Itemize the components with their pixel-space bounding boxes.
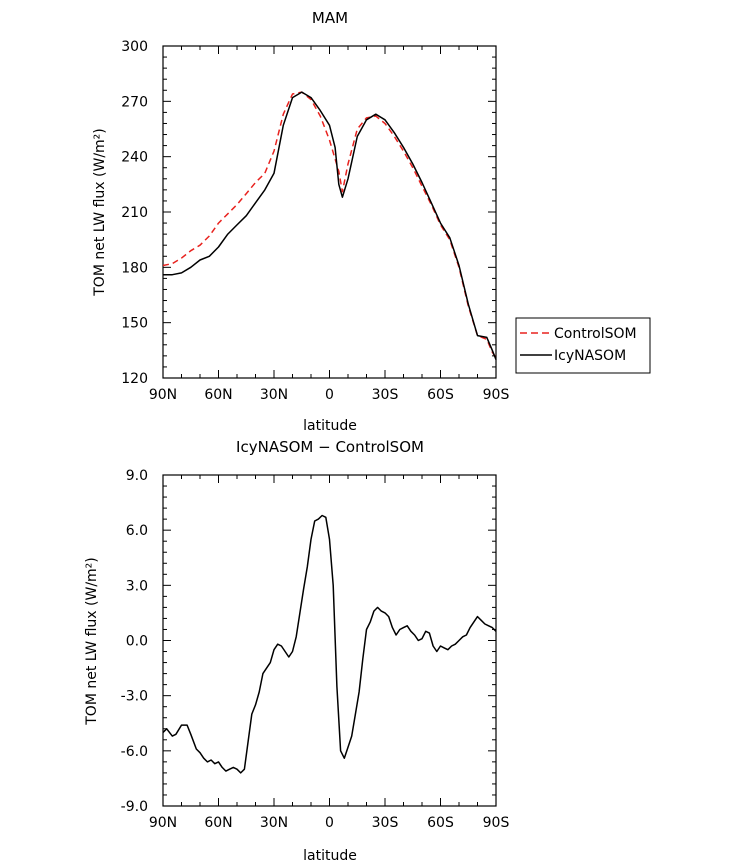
x-tick-label: 0: [325, 815, 334, 831]
chart-title: IcyNASOM − ControlSOM: [236, 438, 424, 456]
plot-area: 90N 60N 30N 0 30S 60S 90S 120 150 180 210 240 270 300: [121, 39, 509, 403]
y-axis-label: TOM net LW flux (W/m²): [84, 557, 100, 726]
y-tick-label: 120: [121, 371, 148, 387]
x-tick-label: 30S: [372, 815, 399, 831]
x-axis-label: latitude: [303, 418, 357, 434]
x-tick-label: 60S: [427, 815, 454, 831]
y-tick-label: 3.0: [126, 578, 148, 594]
legend-label-icynasom: IcyNASOM: [554, 348, 626, 364]
y-tick-label: -9.0: [121, 799, 148, 815]
y-axis-label: TOM net LW flux (W/m²): [92, 128, 108, 297]
plot-frame: [162, 474, 497, 807]
x-axis-label: latitude: [303, 848, 357, 864]
legend: ControlSOM IcyNASOM: [515, 317, 651, 374]
y-tick-label: 270: [121, 94, 148, 110]
y-tick-label: 180: [121, 260, 148, 276]
y-tick-label: 6.0: [126, 523, 148, 539]
y-tick-label: 210: [121, 205, 148, 221]
chart-title: MAM: [312, 9, 348, 27]
x-tick-label: 30N: [260, 815, 288, 831]
plot-area: 90N 60N 30N 0 30S 60S 90S -9.0 -6.0 -3.0 0.0 3.0 6.0…: [121, 468, 510, 831]
x-tick-label: 30N: [260, 387, 288, 403]
x-tick-label: 30S: [372, 387, 399, 403]
y-tick-label: 0.0: [126, 634, 148, 650]
legend-label-controlsom: ControlSOM: [554, 326, 637, 342]
x-tick-label: 90S: [483, 387, 510, 403]
x-tick-label: 60N: [204, 387, 232, 403]
panel-difference: IcyNASOM − ControlSOM 90N 60N 30N 0 30S 60S 90…: [84, 438, 509, 864]
plot-frame: [162, 45, 497, 379]
y-tick-label: 9.0: [126, 468, 148, 484]
panel-mam: MAM 90N 60N 30N 0 30S 60S 90S 120 150 180 210 240 27…: [92, 9, 651, 434]
y-tick-label: 150: [121, 316, 148, 332]
series-line-icynasom: [163, 91, 497, 360]
x-tick-label: 60S: [427, 387, 454, 403]
series-line-difference: [162, 514, 497, 774]
y-tick-label: 300: [121, 39, 148, 55]
y-tick-label: 240: [121, 150, 148, 166]
x-tick-label: 60N: [204, 815, 232, 831]
x-tick-label: 90N: [149, 815, 177, 831]
y-tick-label: -3.0: [121, 689, 148, 705]
series-line-controlsom: [162, 91, 497, 359]
x-tick-label: 90S: [483, 815, 510, 831]
legend-box: [515, 317, 651, 374]
y-tick-label: -6.0: [121, 744, 148, 760]
x-tick-label: 0: [325, 387, 334, 403]
x-tick-label: 90N: [149, 387, 177, 403]
